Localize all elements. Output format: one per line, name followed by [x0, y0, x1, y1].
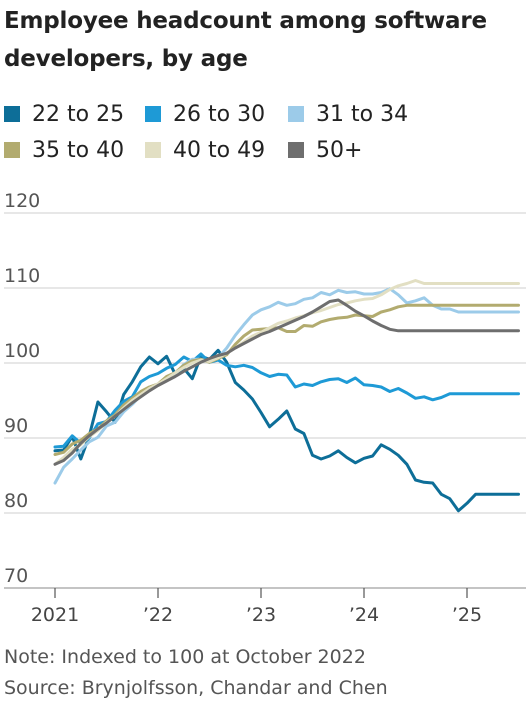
series-line-35-to-40: [53, 303, 520, 456]
legend-swatch-50-plus: [288, 142, 304, 158]
y-tick-label-70: 70: [4, 565, 28, 587]
legend-swatch-31-to-34: [288, 106, 304, 122]
source-text: Source: Brynjolfsson, Chandar and Chen: [4, 677, 388, 699]
legend-item-50-plus: 50+: [288, 138, 362, 163]
y-tick-label-120: 120: [4, 190, 40, 212]
series-line-31-to-34: [53, 287, 520, 485]
x-tick-label-0: 2021: [31, 604, 79, 626]
legend-swatch-40-to-49: [145, 142, 161, 158]
legend-item-26-to-30: 26 to 30: [145, 102, 288, 127]
legend-label-22-to-25: 22 to 25: [32, 101, 125, 127]
gridlines: [4, 212, 526, 589]
legend: 22 to 25 26 to 30 31 to 34 35 to 40 40 t…: [4, 96, 519, 168]
x-tick-label-3: ’24: [349, 604, 379, 626]
legend-item-22-to-25: 22 to 25: [4, 102, 145, 127]
series-line-22-to-25: [53, 348, 520, 513]
legend-swatch-35-to-40: [4, 142, 20, 158]
chart-title: Employee headcount among software develo…: [4, 8, 487, 72]
x-axis: 2021 ’22 ’23 ’24 ’25: [31, 588, 482, 626]
y-tick-label-100: 100: [4, 340, 40, 362]
legend-label-40-to-49: 40 to 49: [173, 137, 266, 163]
y-tick-label-80: 80: [4, 490, 28, 512]
note-text: Note: Indexed to 100 at October 2022: [4, 646, 366, 668]
legend-row-1: 22 to 25 26 to 30 31 to 34: [4, 96, 519, 132]
x-tick-label-4: ’25: [452, 604, 482, 626]
y-axis-labels: 120 110 100 90 80 70: [4, 190, 40, 587]
legend-label-31-to-34: 31 to 34: [316, 101, 409, 127]
series-line-40-to-49: [53, 279, 520, 466]
legend-label-26-to-30: 26 to 30: [173, 101, 266, 127]
series-line-50-plus: [53, 298, 520, 466]
legend-label-35-to-40: 35 to 40: [32, 137, 125, 163]
legend-item-31-to-34: 31 to 34: [288, 102, 408, 127]
line-chart: 120 110 100 90 80 70 2021 ’22 ’23 ’24 ’25: [4, 190, 526, 626]
series-lines: [53, 279, 520, 513]
legend-item-35-to-40: 35 to 40: [4, 138, 145, 163]
series-line-26-to-30: [53, 352, 520, 449]
x-tick-label-2: ’23: [246, 604, 276, 626]
legend-swatch-26-to-30: [145, 106, 161, 122]
legend-row-2: 35 to 40 40 to 49 50+: [4, 132, 519, 168]
y-tick-label-110: 110: [4, 265, 40, 287]
x-tick-label-1: ’22: [143, 604, 173, 626]
legend-swatch-22-to-25: [4, 106, 20, 122]
legend-item-40-to-49: 40 to 49: [145, 138, 288, 163]
legend-label-50-plus: 50+: [316, 137, 363, 163]
y-tick-label-90: 90: [4, 415, 28, 437]
